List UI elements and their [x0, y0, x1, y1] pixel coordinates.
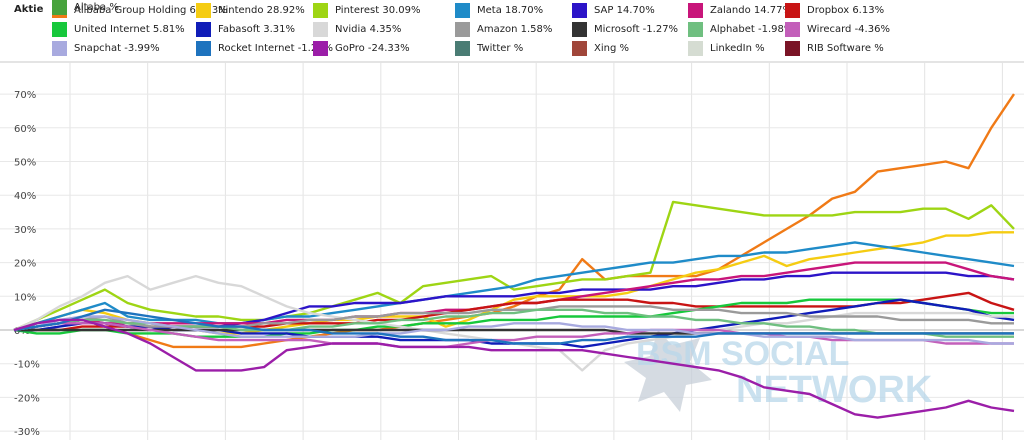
- legend-swatch: [688, 3, 703, 18]
- y-tick-label: -20%: [14, 393, 40, 404]
- series-line[interactable]: [13, 271, 1015, 332]
- legend-label: Rocket Internet -1.25%: [218, 43, 334, 54]
- legend-label: Zalando 14.77%: [710, 5, 792, 16]
- legend-label: Altaba %: [74, 2, 119, 13]
- y-tick-label: 50%: [14, 158, 36, 169]
- y-tick-label: 40%: [14, 191, 36, 202]
- legend-swatch: [455, 41, 470, 56]
- legend-label: Amazon 1.58%: [477, 24, 553, 35]
- legend-swatch: [52, 0, 67, 15]
- legend-swatch: [785, 3, 800, 18]
- legend-label: Microsoft -1.27%: [594, 24, 679, 35]
- legend-swatch: [52, 22, 67, 37]
- legend-label: Dropbox 6.13%: [807, 5, 885, 16]
- legend-label: Meta 18.70%: [477, 5, 544, 16]
- watermark-star-icon: [624, 330, 712, 412]
- series-line[interactable]: [13, 200, 1015, 332]
- legend-label: RIB Software %: [807, 43, 884, 54]
- series-line[interactable]: [13, 308, 1014, 345]
- y-tick-label: 70%: [14, 90, 36, 101]
- y-tick-label: 20%: [14, 259, 36, 270]
- series-line[interactable]: [13, 318, 1015, 419]
- legend-label: Alphabet -1.98%: [710, 24, 794, 35]
- y-tick-label: 60%: [14, 124, 36, 135]
- y-tick-label: 30%: [14, 225, 36, 236]
- series-line[interactable]: [13, 93, 1015, 349]
- bsm-social-network-watermark: BSM SOCIAL NETWORK: [624, 330, 933, 412]
- legend-swatch: [313, 41, 328, 56]
- legend-label: Nvidia 4.35%: [335, 24, 402, 35]
- legend-swatch: [572, 22, 587, 37]
- legend-label: LinkedIn %: [710, 43, 765, 54]
- y-tick-label: 10%: [14, 292, 36, 303]
- chart-series: [13, 93, 1015, 419]
- y-tick-label: -10%: [14, 360, 40, 371]
- legend-label: Twitter %: [477, 43, 524, 54]
- legend-label: Nintendo 28.92%: [218, 5, 305, 16]
- watermark-line-1: BSM SOCIAL: [636, 335, 849, 373]
- legend-swatch: [688, 41, 703, 56]
- legend-swatch: [313, 22, 328, 37]
- legend-header: Aktie: [14, 4, 44, 15]
- legend-label: Alibaba Group Holding 69.53%: [74, 5, 228, 16]
- series-line[interactable]: [13, 315, 1014, 345]
- y-axis-ticks: -30%-20%-10%0%10%20%30%40%50%60%70%: [14, 90, 40, 438]
- y-tick-label: -30%: [14, 427, 40, 438]
- legend-swatch: [196, 41, 211, 56]
- legend-swatch: [455, 3, 470, 18]
- legend-label: Wirecard -4.36%: [807, 24, 890, 35]
- legend-swatch: [52, 41, 67, 56]
- legend-label: GoPro -24.33%: [335, 43, 410, 54]
- chart-legend: Aktie Alibaba Group Holding 69.53% Ninten…: [0, 0, 1024, 62]
- legend-swatch: [196, 22, 211, 37]
- legend-swatch: [785, 22, 800, 37]
- legend-label: Fabasoft 3.31%: [218, 24, 295, 35]
- legend-label: Pinterest 30.09%: [335, 5, 421, 16]
- legend-swatch: [785, 41, 800, 56]
- legend-label: Snapchat -3.99%: [74, 43, 160, 54]
- legend-label: United Internet 5.81%: [74, 24, 185, 35]
- legend-swatch: [572, 3, 587, 18]
- legend-swatch: [688, 22, 703, 37]
- legend-swatch: [313, 3, 328, 18]
- legend-swatch: [572, 41, 587, 56]
- legend-swatch: [455, 22, 470, 37]
- legend-label: SAP 14.70%: [594, 5, 655, 16]
- legend-label: Xing %: [594, 43, 629, 54]
- legend-swatch: [196, 3, 211, 18]
